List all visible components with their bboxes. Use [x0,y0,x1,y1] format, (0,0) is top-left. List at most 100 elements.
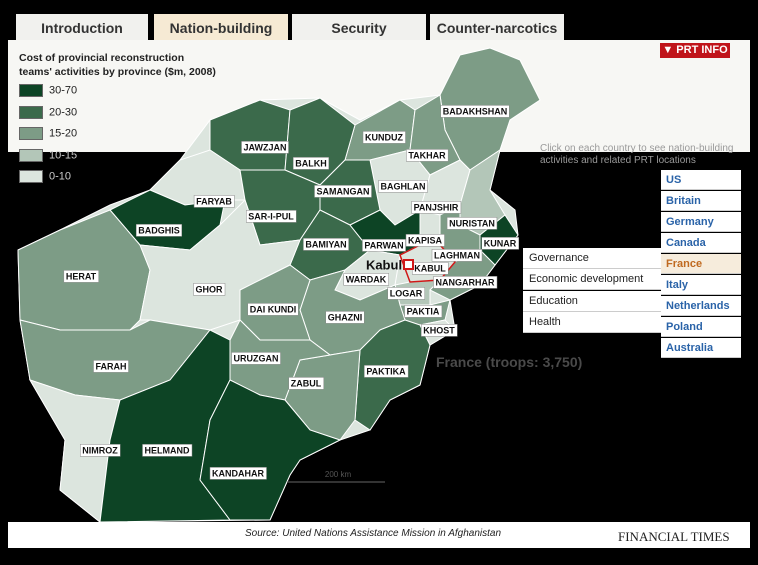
label-background [378,180,428,193]
legend-swatch [19,84,43,97]
province-label: BADGHIS [138,225,180,235]
scale-label: 200 km [325,470,352,479]
province-label: KHOST [423,325,455,335]
instructions: Click on each country to see nation-buil… [540,143,734,166]
label-background [314,185,372,198]
label-background [446,217,498,230]
label-background [288,377,324,390]
legend-item: 15-20 [19,127,119,141]
province-label: DAI KUNDI [250,304,297,314]
tab[interactable]: Nation-building [154,14,288,40]
label-background [246,210,297,223]
country-option[interactable]: France [661,254,741,274]
label-background [193,195,235,208]
label-background [405,234,445,247]
label-background [142,444,193,457]
tab[interactable]: Counter-narcotics [430,14,564,40]
country-option[interactable]: Britain [661,191,741,211]
legend-item: 30-70 [19,84,119,98]
activity-option[interactable]: Health [523,311,661,333]
legend-label: 15-20 [49,127,78,140]
source: Source: United Nations Assistance Missio… [245,528,502,539]
country-option[interactable]: Poland [661,317,741,337]
province-labels: BADAKHSHAN KUNDUZ TAKHAR BAGHLAN JAWZJAN BALK… [63,105,519,480]
province-label: TAKHAR [408,150,446,160]
label-background [406,149,449,162]
activity-option[interactable]: Economic development [523,269,661,291]
province-label: PAKTIA [407,306,440,316]
legend-item: 10-15 [19,148,119,163]
label-background [93,360,129,373]
legend-swatch [19,127,43,140]
province-label: GHAZNI [328,312,363,322]
province-label: BALKH [295,158,327,168]
province-label: GHOR [196,284,224,294]
label-background [364,365,409,378]
arrow: ▼ [662,44,677,56]
province-label: LOGAR [390,288,423,298]
province-label: KUNDUZ [365,132,403,142]
province-label: URUZGAN [234,353,279,363]
legend-swatch [19,170,43,183]
prt-info-button[interactable]: ▼ PRT INFO [660,43,730,58]
tab[interactable]: Security [292,14,426,40]
label-background [303,238,349,251]
province-label: BAMIYAN [305,239,346,249]
country-option[interactable]: Italy [661,275,741,295]
label-background [481,237,519,250]
tab[interactable]: Introduction [16,14,148,40]
footer-panel [8,522,750,548]
legend-label: 0-10 [49,170,72,183]
capital-label: Kabul [366,257,402,272]
legend-item: 0-10 [19,170,119,184]
country-option[interactable]: Netherlands [661,296,741,316]
legend-item: 20-30 [19,105,119,120]
province-label: BAGHLAN [381,181,426,191]
province-label: SAR-I-PUL [248,211,294,221]
label-background [440,105,510,118]
legend-label: 20-30 [49,105,78,118]
legend-swatch [19,105,43,119]
province-label: BADAKHSHAN [443,106,508,116]
province-label: PAKTIKA [366,366,406,376]
province-label: NIMROZ [82,445,118,455]
province-label: PANJSHIR [414,202,459,212]
label-background [433,276,498,289]
label-background [421,324,458,337]
activity-option[interactable]: Education [523,290,661,312]
country-option[interactable]: Australia [661,338,741,358]
label-background [325,311,365,324]
label-background [241,141,289,154]
label-background [411,201,462,214]
country-option[interactable]: Canada [661,233,741,253]
province-label: NANGARHAR [436,277,495,287]
province-label: KANDAHAR [212,468,264,478]
province-label: HERAT [66,271,97,281]
activity-option[interactable]: Governance [523,248,661,269]
label-background [431,249,483,262]
label-background [362,239,406,252]
label-background [362,131,406,144]
legend-label: 30-70 [49,84,78,97]
province-label: HELMAND [145,445,190,455]
province-label: FARYAB [196,196,232,206]
button-label: PRT INFO [676,44,728,56]
selection-summary: France (troops: 3,750) [436,354,583,370]
label-background [343,273,389,286]
province-label: PARWAN [364,240,403,250]
country-option[interactable]: Germany [661,212,741,232]
label-background [63,270,99,283]
province-label: JAWZJAN [243,142,286,152]
country-option[interactable]: US [661,170,741,190]
label-background [193,283,226,296]
label-background [247,303,299,316]
label-background [293,157,329,170]
province-label: KABUL [414,263,446,273]
label-background [80,444,121,457]
province-label: ZABUL [291,378,322,388]
province-label: NURISTAN [449,218,495,228]
province-label: KUNAR [484,238,517,248]
province-label: KAPISA [408,235,443,245]
province-label: LAGHMAN [434,250,480,260]
